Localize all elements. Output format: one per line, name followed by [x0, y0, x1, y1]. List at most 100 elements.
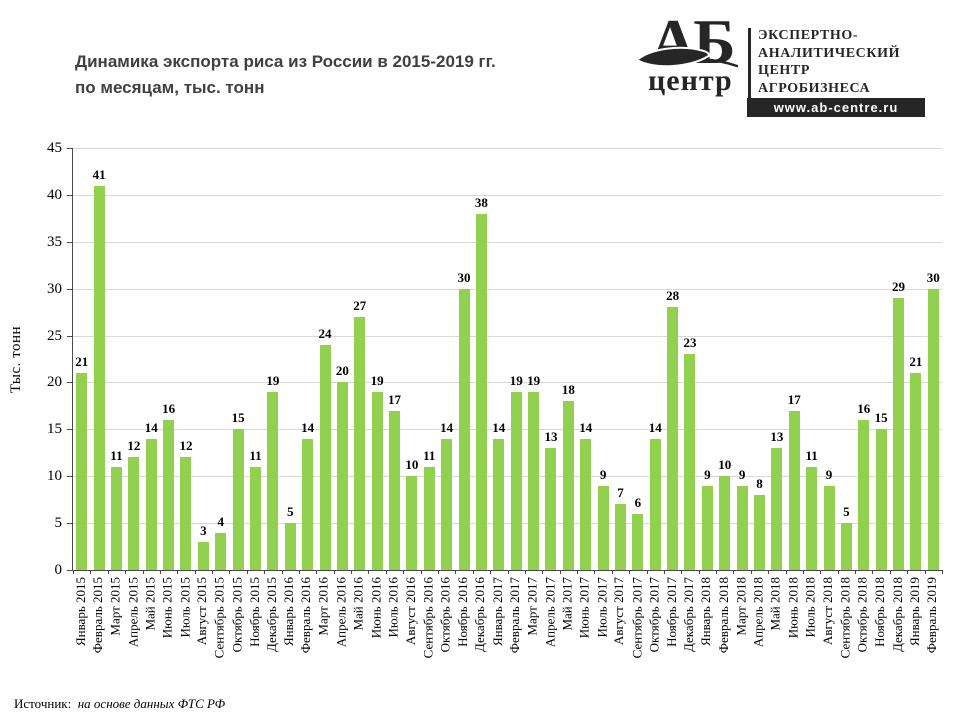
bar [128, 457, 140, 570]
x-tick-label: Декабрь 2015 [263, 577, 279, 652]
source-text: на основе данных ФТС РФ [77, 696, 226, 711]
bar [441, 438, 453, 570]
x-tick-label: Август 2016 [402, 577, 418, 646]
x-axis-tick [194, 570, 196, 574]
bar-value-label: 14 [440, 419, 454, 435]
bar-value-label: 14 [144, 419, 158, 435]
x-axis-tick [629, 570, 631, 574]
gridline [73, 241, 942, 243]
y-tick-label: 10 [47, 468, 62, 485]
bar-value-label: 24 [318, 325, 332, 341]
bar [163, 419, 175, 570]
bar-value-label: 30 [926, 269, 940, 285]
bar-value-label: 19 [370, 372, 384, 388]
bar-value-label: 18 [561, 382, 575, 398]
chart-title: Динамика экспорта риса из России в 2015-… [75, 49, 496, 101]
logo-org-line: АНАЛИТИЧЕСКИЙ [758, 45, 901, 61]
x-axis-tick [73, 570, 74, 574]
bar [701, 485, 713, 570]
x-axis-tick [646, 570, 648, 574]
gridline [73, 382, 942, 384]
bar [528, 391, 540, 570]
x-tick-label: Март 2016 [316, 577, 332, 636]
gridline [73, 194, 942, 196]
y-tick-label: 40 [47, 186, 62, 203]
y-tick-label: 25 [47, 327, 62, 344]
x-axis-tick [716, 570, 718, 574]
x-axis-tick [855, 570, 857, 574]
bar-value-label: 11 [423, 447, 436, 463]
x-axis-tick [333, 570, 335, 574]
bar [580, 438, 592, 570]
y-axis-tick [67, 523, 73, 525]
bar [597, 485, 609, 570]
gridline [73, 523, 942, 525]
x-axis-tick [507, 570, 509, 574]
x-tick-label: Февраль 2017 [507, 577, 523, 654]
x-tick-label: Февраль 2016 [298, 577, 314, 654]
x-axis-tick [681, 570, 683, 574]
x-axis-tick [785, 570, 787, 574]
x-tick-label: Сентябрь 2015 [211, 577, 227, 659]
bar-value-label: 28 [666, 288, 680, 304]
bar [423, 466, 435, 570]
logo-org-line: ЭКСПЕРТНО- [758, 28, 859, 43]
source-label: Источник: [14, 696, 72, 711]
x-axis-tick [246, 570, 248, 574]
x-axis-tick [698, 570, 700, 574]
x-tick-label: Ноябрь 2016 [455, 577, 471, 647]
bar-value-label: 16 [857, 400, 871, 416]
chart-title-line1: Динамика экспорта риса из России в 2015-… [75, 52, 496, 71]
bar [475, 213, 487, 570]
x-axis-tick [524, 570, 526, 574]
x-tick-label: Апрель 2018 [750, 577, 766, 648]
bar-value-label: 13 [544, 429, 558, 445]
x-axis-tick [820, 570, 822, 574]
x-tick-label: Апрель 2017 [541, 577, 557, 648]
y-tick-label: 30 [47, 280, 62, 297]
bar [389, 410, 401, 570]
x-tick-label: Июль 2017 [594, 577, 610, 638]
x-axis-tick [125, 570, 127, 574]
bar [788, 410, 800, 570]
bar [93, 185, 105, 570]
x-tick-label: Июль 2018 [802, 577, 818, 638]
bar [197, 541, 209, 570]
bar [354, 316, 366, 570]
y-tick-label: 45 [47, 140, 62, 156]
bar [840, 523, 852, 570]
x-axis-tick [942, 570, 943, 574]
bar-value-label: 30 [457, 269, 471, 285]
x-axis-tick [107, 570, 109, 574]
bar-value-label: 4 [217, 513, 224, 529]
bar-value-label: 6 [634, 494, 642, 510]
x-axis-tick [733, 570, 735, 574]
bar-value-label: 9 [738, 466, 746, 482]
bar [336, 382, 348, 570]
x-axis-tick [907, 570, 909, 574]
bar [771, 448, 783, 570]
x-tick-label: Январь 2015 [72, 577, 88, 647]
x-axis-tick [420, 570, 422, 574]
x-axis-tick [177, 570, 179, 574]
bar [302, 438, 314, 570]
ab-centre-logo: АБ центр ЭКСПЕРТНО- АНАЛИТИЧЕСКИЙ ЦЕНТР … [636, 8, 945, 120]
x-tick-label: Декабрь 2017 [681, 577, 696, 652]
x-axis-tick [351, 570, 353, 574]
x-axis-tick [472, 570, 474, 574]
bar [319, 344, 331, 570]
x-tick-label: Сентябрь 2016 [420, 577, 436, 659]
x-axis-tick [924, 570, 926, 574]
x-tick-label: Апрель 2016 [333, 577, 349, 648]
logo-website-url: www.ab-centre.ru [747, 98, 925, 117]
bar-value-label: 11 [110, 447, 123, 463]
x-axis-tick [455, 570, 457, 574]
bar [823, 485, 835, 570]
x-tick-label: Сентябрь 2017 [628, 577, 644, 659]
x-tick-label: Август 2017 [611, 577, 627, 646]
x-axis-tick [212, 570, 214, 574]
x-axis-tick [542, 570, 544, 574]
x-tick-label: Ноябрь 2017 [663, 577, 679, 647]
x-tick-label: Октябрь 2017 [646, 577, 662, 653]
bar-value-label: 11 [805, 447, 818, 463]
